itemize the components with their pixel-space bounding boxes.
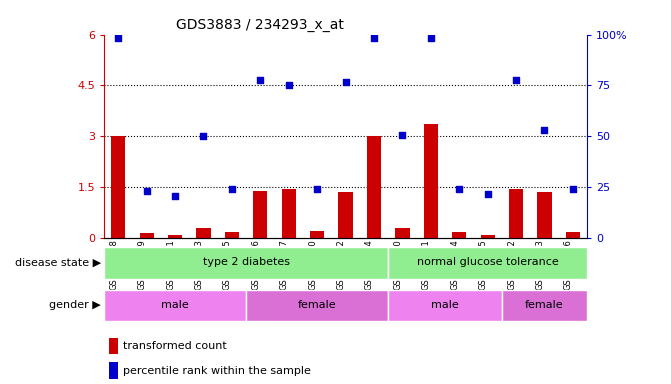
Bar xyxy=(367,136,381,238)
Bar xyxy=(537,192,552,238)
Bar xyxy=(502,290,587,321)
Point xyxy=(113,35,123,41)
Point xyxy=(454,186,464,192)
Bar xyxy=(246,290,389,321)
Point xyxy=(283,83,294,89)
Text: percentile rank within the sample: percentile rank within the sample xyxy=(123,366,311,376)
Bar xyxy=(338,192,353,238)
Text: normal glucose tolerance: normal glucose tolerance xyxy=(417,257,558,267)
Point xyxy=(425,35,436,41)
Point xyxy=(227,186,238,192)
Bar xyxy=(104,290,246,321)
Bar xyxy=(104,248,389,279)
Bar xyxy=(395,228,409,238)
Bar xyxy=(140,233,154,238)
Bar xyxy=(452,232,466,238)
Bar xyxy=(282,189,296,238)
Bar xyxy=(389,290,502,321)
Bar xyxy=(168,235,182,238)
Point xyxy=(568,186,578,192)
Point xyxy=(368,35,379,41)
Point xyxy=(142,187,152,194)
Text: type 2 diabetes: type 2 diabetes xyxy=(203,257,290,267)
Text: disease state ▶: disease state ▶ xyxy=(15,258,101,268)
Bar xyxy=(109,338,119,354)
Point xyxy=(255,77,266,83)
Bar xyxy=(423,124,438,238)
Point xyxy=(340,79,351,85)
Bar xyxy=(197,228,211,238)
Text: female: female xyxy=(298,300,336,310)
Point xyxy=(198,133,209,139)
Bar xyxy=(109,362,119,379)
Text: female: female xyxy=(525,300,564,310)
Bar xyxy=(389,248,587,279)
Point xyxy=(397,132,408,138)
Bar xyxy=(509,189,523,238)
Text: transformed count: transformed count xyxy=(123,341,227,351)
Point xyxy=(511,77,521,83)
Point xyxy=(482,191,493,197)
Bar xyxy=(253,190,268,238)
Bar xyxy=(111,136,125,238)
Point xyxy=(539,126,550,132)
Text: male: male xyxy=(161,300,189,310)
Bar xyxy=(480,235,495,238)
Point xyxy=(312,186,323,192)
Text: gender ▶: gender ▶ xyxy=(49,300,101,310)
Point xyxy=(170,193,180,199)
Bar xyxy=(310,231,324,238)
Bar xyxy=(225,232,239,238)
Bar xyxy=(566,232,580,238)
Text: male: male xyxy=(431,300,459,310)
Text: GDS3883 / 234293_x_at: GDS3883 / 234293_x_at xyxy=(176,18,344,32)
